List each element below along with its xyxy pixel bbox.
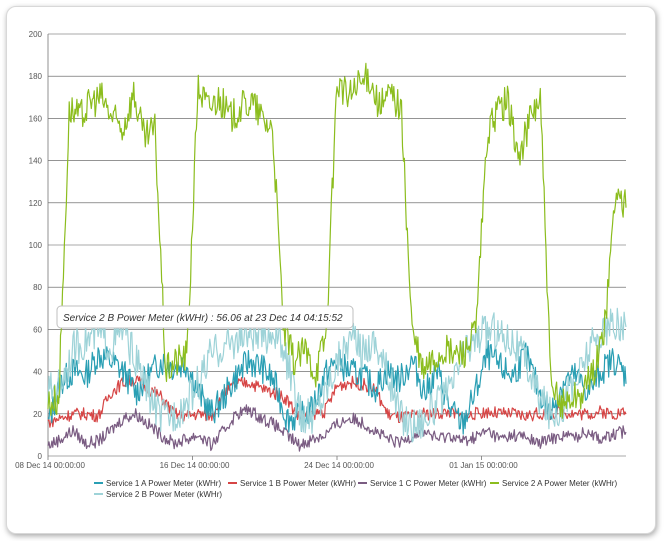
- y-tick-label: 160: [29, 114, 43, 123]
- series-line: [47, 62, 627, 419]
- tooltip-text: Service 2 B Power Meter (kWHr) : 56.06 a…: [63, 313, 343, 324]
- y-tick-label: 20: [33, 410, 42, 419]
- y-tick-label: 0: [38, 452, 43, 461]
- series-line: [47, 340, 627, 435]
- legend-entry: Service 1 B Power Meter (kWHr): [240, 479, 356, 488]
- tooltip-box: [56, 305, 354, 329]
- y-tick-label: 100: [29, 241, 43, 250]
- x-tick-label: 08 Dec 14 00:00:00: [15, 461, 85, 470]
- y-tick-label: 40: [33, 368, 42, 377]
- y-tick-label: 80: [33, 283, 42, 292]
- x-tick-label: 24 Dec 14 00:00:00: [304, 461, 374, 470]
- legend-entry: Service 2 A Power Meter (kWHr): [502, 479, 617, 488]
- series-line: [47, 307, 627, 443]
- y-tick-label: 60: [33, 325, 42, 334]
- x-tick-label: 16 Dec 14 00:00:00: [160, 461, 230, 470]
- y-tick-label: 140: [29, 157, 43, 166]
- legend-entry: Service 2 B Power Meter (kWHr): [106, 490, 222, 499]
- y-tick-label: 180: [29, 72, 43, 81]
- legend-entry: Service 1 C Power Meter (kWHr): [370, 479, 487, 488]
- series-line: [47, 404, 627, 452]
- chart-card: [6, 6, 656, 534]
- x-tick-label: 01 Jan 15 00:00:00: [449, 461, 518, 470]
- legend-entry: Service 1 A Power Meter (kWHr): [106, 479, 221, 488]
- y-tick-label: 120: [29, 199, 43, 208]
- y-tick-label: 200: [29, 30, 43, 39]
